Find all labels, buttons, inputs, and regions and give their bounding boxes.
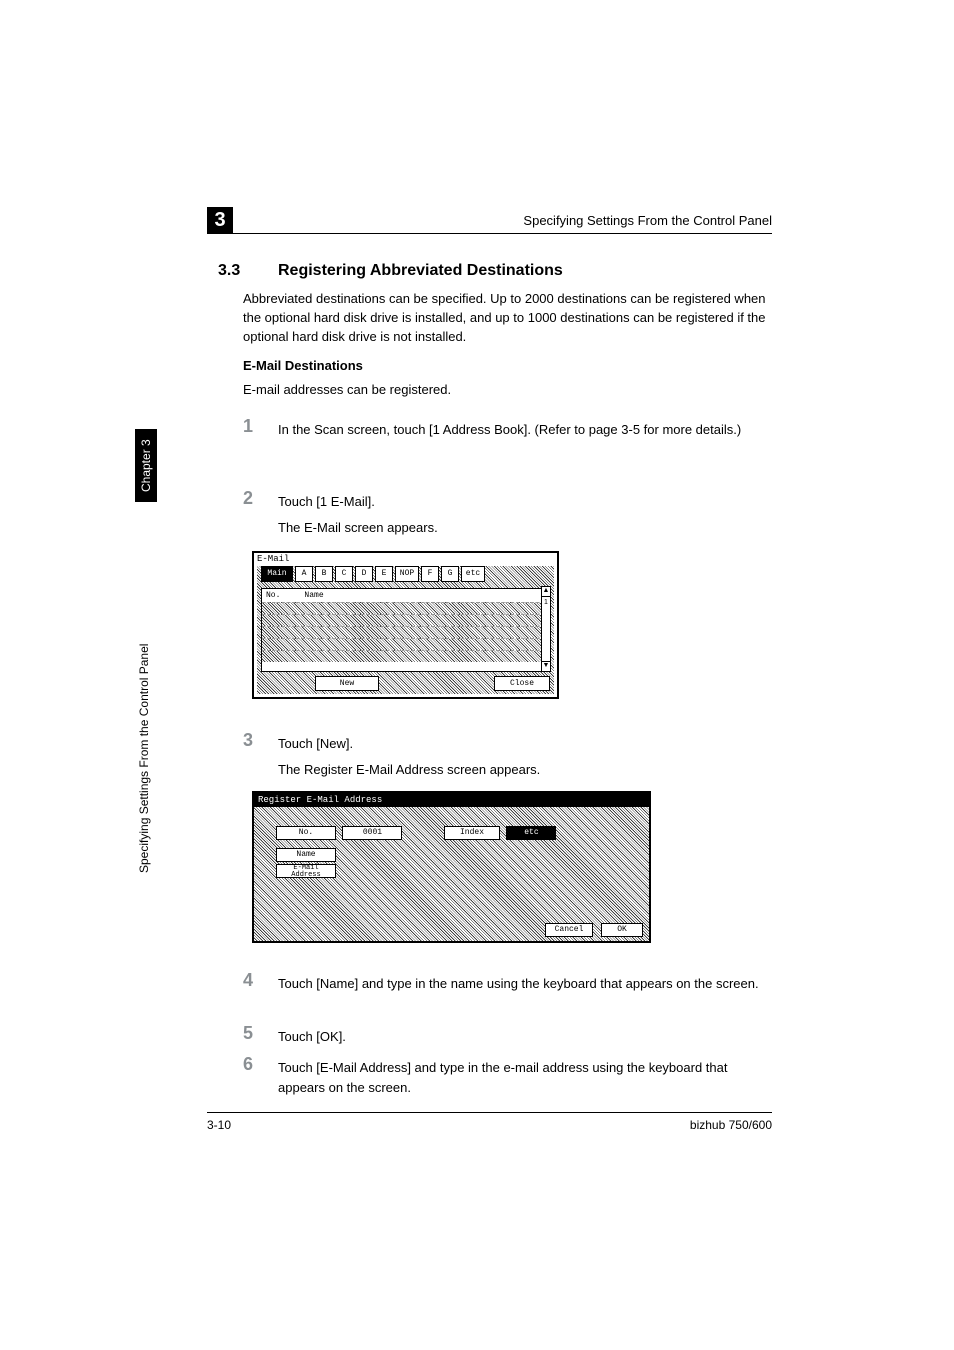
close-button[interactable]: Close (494, 676, 550, 691)
step-subtext: The Register E-Mail Address screen appea… (278, 760, 773, 780)
screen-titlebar: Register E-Mail Address (254, 793, 649, 807)
screen-body: Main A B C D E NOP F G etc No. Name (257, 566, 554, 694)
tab-letter[interactable]: F (421, 566, 439, 582)
field-name-button[interactable]: Name (276, 848, 336, 862)
tab-etc[interactable]: etc (461, 566, 485, 582)
tab-letter[interactable]: B (315, 566, 333, 582)
screen-title: E-Mail (257, 554, 289, 564)
step-text: In the Scan screen, touch [1 Address Boo… (278, 420, 773, 440)
scroll-up-icon[interactable]: ▲ (542, 587, 550, 597)
ok-button[interactable]: OK (601, 923, 643, 937)
list-row (262, 650, 549, 662)
step-subtext: The E-Mail screen appears. (278, 518, 773, 538)
page-indicator: 1 (542, 599, 550, 606)
footer-rule (207, 1112, 772, 1113)
tab-letter[interactable]: C (335, 566, 353, 582)
list-row (262, 614, 549, 626)
field-no-label: No. (276, 826, 336, 840)
sidebar-chapter-tab: Chapter 3 (135, 429, 157, 502)
field-email-button[interactable]: E-Mail Address (276, 864, 336, 878)
section-title: Registering Abbreviated Destinations (278, 262, 563, 280)
screenshot-register: Register E-Mail Address No. 0001 Index e… (252, 791, 651, 943)
step-number: 3 (243, 730, 253, 751)
scroll-down-icon[interactable]: ▼ (542, 661, 550, 671)
tab-letter[interactable]: D (355, 566, 373, 582)
tab-letter[interactable]: A (295, 566, 313, 582)
field-no-value: 0001 (342, 826, 402, 840)
list-row (262, 602, 549, 614)
screenshot-email: E-Mail Main A B C D E NOP F G etc No. Na… (252, 551, 559, 699)
footer-page: 3-10 (207, 1118, 231, 1132)
scrollbar[interactable]: ▲ 1 ▼ (541, 586, 551, 672)
list-area: No. Name (261, 588, 550, 672)
tab-letter[interactable]: E (375, 566, 393, 582)
step-text: Touch [E-Mail Address] and type in the e… (278, 1058, 773, 1097)
list-row (262, 626, 549, 638)
running-head: Specifying Settings From the Control Pan… (523, 213, 772, 228)
footer-model: bizhub 750/600 (690, 1118, 772, 1132)
cancel-button[interactable]: Cancel (545, 923, 593, 937)
step-text: Touch [1 E-Mail]. (278, 492, 773, 512)
col-no: No. (266, 591, 280, 600)
step-number: 4 (243, 970, 253, 991)
new-button[interactable]: New (315, 676, 379, 691)
section-intro: Abbreviated destinations can be specifie… (243, 290, 773, 347)
step-number: 2 (243, 488, 253, 509)
subsection-lead: E-mail addresses can be registered. (243, 381, 773, 400)
tab-letter[interactable]: G (441, 566, 459, 582)
field-index-button[interactable]: Index (444, 826, 500, 840)
header-rule (207, 233, 772, 234)
sidebar-section-tab: Specifying Settings From the Control Pan… (137, 644, 151, 873)
screen-body: No. 0001 Index etc Name E-Mail Address C… (254, 807, 649, 941)
step-text: Touch [Name] and type in the name using … (278, 974, 773, 994)
tab-letter[interactable]: NOP (395, 566, 419, 582)
list-row (262, 638, 549, 650)
field-index-value: etc (506, 826, 556, 840)
list-header: No. Name (262, 589, 549, 602)
subsection-heading: E-Mail Destinations (243, 358, 363, 373)
step-text: Touch [New]. (278, 734, 773, 754)
chapter-badge: 3 (207, 207, 233, 233)
step-number: 6 (243, 1054, 253, 1075)
step-text: Touch [OK]. (278, 1027, 773, 1047)
page: 3 Specifying Settings From the Control P… (0, 0, 954, 1350)
section-number: 3.3 (218, 262, 240, 280)
tab-main[interactable]: Main (261, 566, 293, 582)
col-name: Name (304, 591, 323, 600)
step-number: 1 (243, 416, 253, 437)
step-number: 5 (243, 1023, 253, 1044)
tab-strip: Main A B C D E NOP F G etc (257, 566, 554, 584)
